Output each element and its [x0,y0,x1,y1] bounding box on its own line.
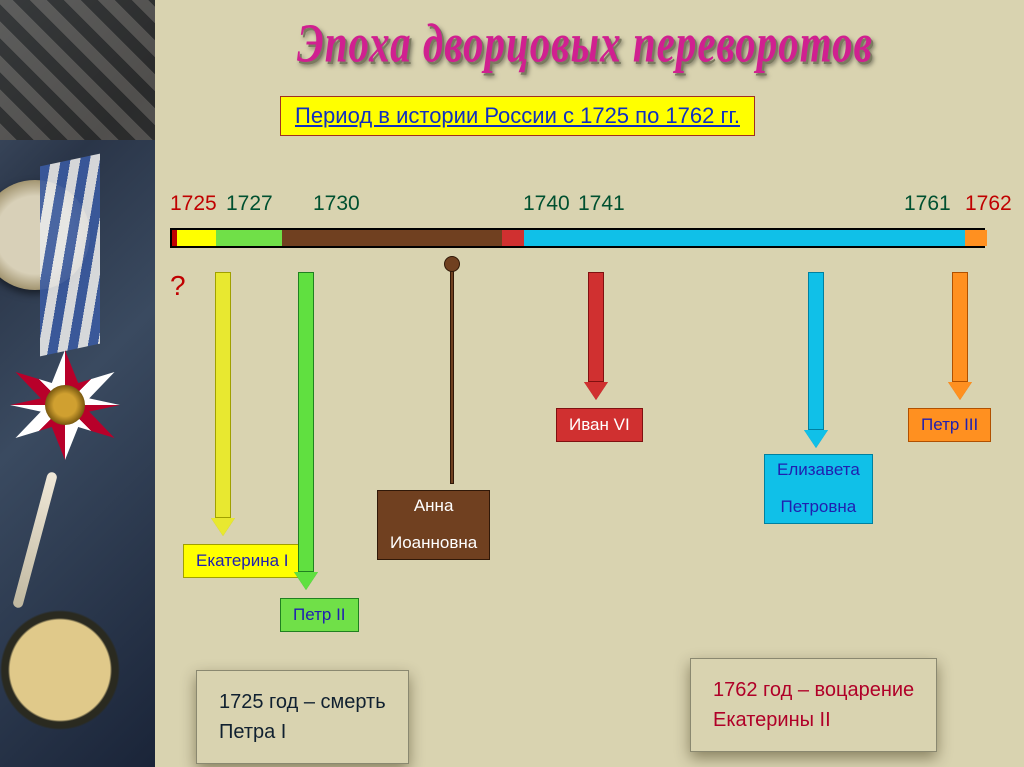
timeline-segment-1730-1740 [282,230,502,246]
timeline-segment-1727-1730 [216,230,282,246]
ruler-box-0: Екатерина I [183,544,302,578]
note-left: 1725 год – смерть Петра I [196,670,409,764]
note-left-line2: Петра I [219,721,286,743]
quill-decoration [12,471,58,609]
timeline-segment-1725-1727 [177,230,216,246]
ruler-box-1: Петр II [280,598,359,632]
arrow-stem-4 [808,272,824,430]
arrow-head-0 [211,518,235,536]
year-label-1727: 1727 [226,192,273,216]
page-title: Эпоха дворцовых переворотов [170,10,1000,75]
ruler-box-5: Петр III [908,408,991,442]
arrow-head-5 [948,382,972,400]
ruler-box-4: Елизавета Петровна [764,454,873,524]
year-label-1741: 1741 [578,192,625,216]
arrow-head-1 [294,572,318,590]
ruler-name-l2-4: Петровна [781,497,857,516]
year-label-1725: 1725 [170,192,217,216]
decorative-sidebar [0,0,155,767]
arrow-pin-2 [450,260,454,484]
ruler-box-3: Иван VI [556,408,643,442]
year-label-1730: 1730 [313,192,360,216]
note-right: 1762 год – воцарение Екатерины II [690,658,937,752]
subtitle-box: Период в истории России с 1725 по 1762 г… [280,96,755,136]
arrow-stem-1 [298,272,314,572]
ruler-name-l1-2: Анна [414,496,454,515]
ruler-box-2: Анна Иоанновна [377,490,490,560]
note-right-line1: 1762 год – воцарение [713,679,914,701]
arrow-stem-3 [588,272,604,382]
arrow-pin-head-2 [444,256,460,272]
note-left-line1: 1725 год – смерть [219,691,386,713]
chessboard-decoration [0,0,155,140]
ribbon-decoration [40,154,100,357]
ruler-name-l2-2: Иоанновна [390,533,477,552]
timeline-segment-1761-1762 [965,230,987,246]
ruler-name-l1-4: Елизавета [777,460,860,479]
year-label-1761: 1761 [904,192,951,216]
question-mark: ? [170,270,186,302]
timeline-bar [170,228,985,248]
note-right-line2: Екатерины II [713,709,831,731]
arrow-head-3 [584,382,608,400]
timeline-segment-1741-1761 [524,230,965,246]
timeline-segment-1740-1741 [502,230,524,246]
arrow-head-4 [804,430,828,448]
arrow-stem-0 [215,272,231,518]
year-label-1762: 1762 [965,192,1012,216]
year-label-1740: 1740 [523,192,570,216]
medal-decoration [10,350,120,460]
arrow-stem-5 [952,272,968,382]
